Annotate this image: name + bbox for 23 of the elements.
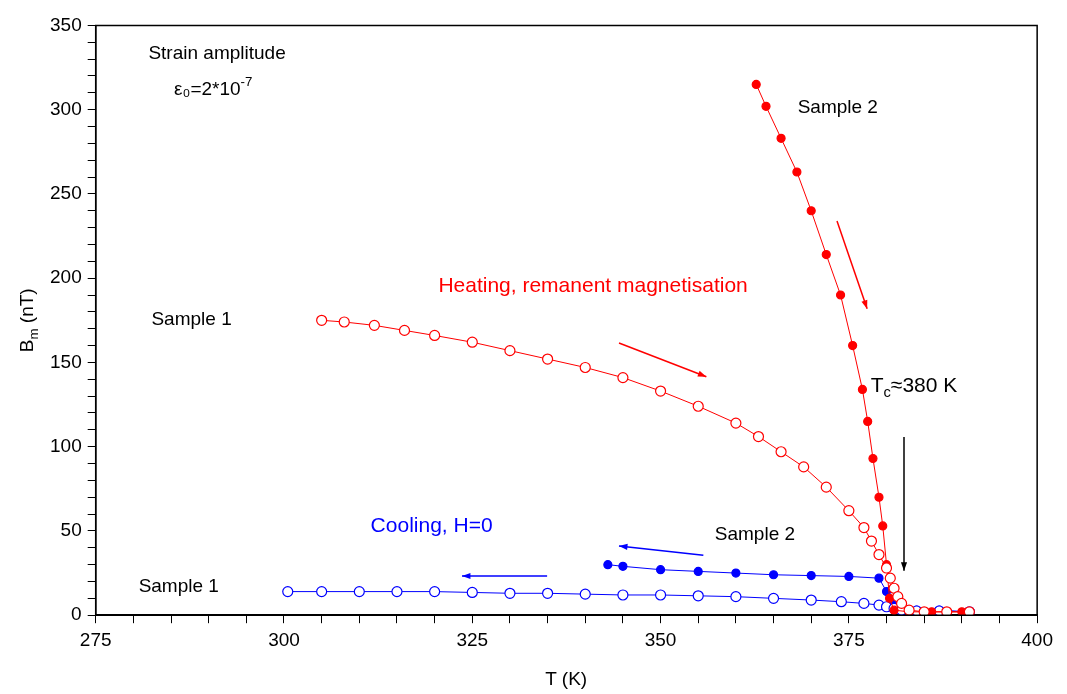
x-tick-label: 275 <box>79 628 112 650</box>
y-tick-label: 50 <box>60 519 82 541</box>
y-tick-label: 350 <box>50 13 82 35</box>
annotation: Strain amplitude <box>148 42 286 64</box>
y-tick-label: 250 <box>50 182 82 204</box>
x-tick-label: 300 <box>268 628 300 650</box>
annotation: Sample 2 <box>797 96 878 118</box>
x-tick-label: 400 <box>1021 628 1053 650</box>
x-tick-label: 350 <box>644 628 677 650</box>
y-tick-label: 150 <box>50 350 82 372</box>
y-tick-label: 200 <box>50 266 82 288</box>
x-tick-label: 375 <box>833 628 865 650</box>
y-tick-label: 100 <box>50 434 82 456</box>
annotation: Sample 2 <box>714 522 796 544</box>
x-tick-label: 325 <box>456 628 489 650</box>
annotation: Sample 1 <box>151 307 232 329</box>
annotation: Heating, remanent magnetisation <box>438 273 748 297</box>
x-axis-title: T (K) <box>545 668 588 690</box>
y-tick-label: 300 <box>50 97 82 119</box>
annotation: Cooling, H=0 <box>370 512 493 536</box>
y-axis-title: Bm (nT) <box>16 288 42 353</box>
y-tick-label: 0 <box>71 603 82 625</box>
annotation: Sample 1 <box>138 574 219 596</box>
